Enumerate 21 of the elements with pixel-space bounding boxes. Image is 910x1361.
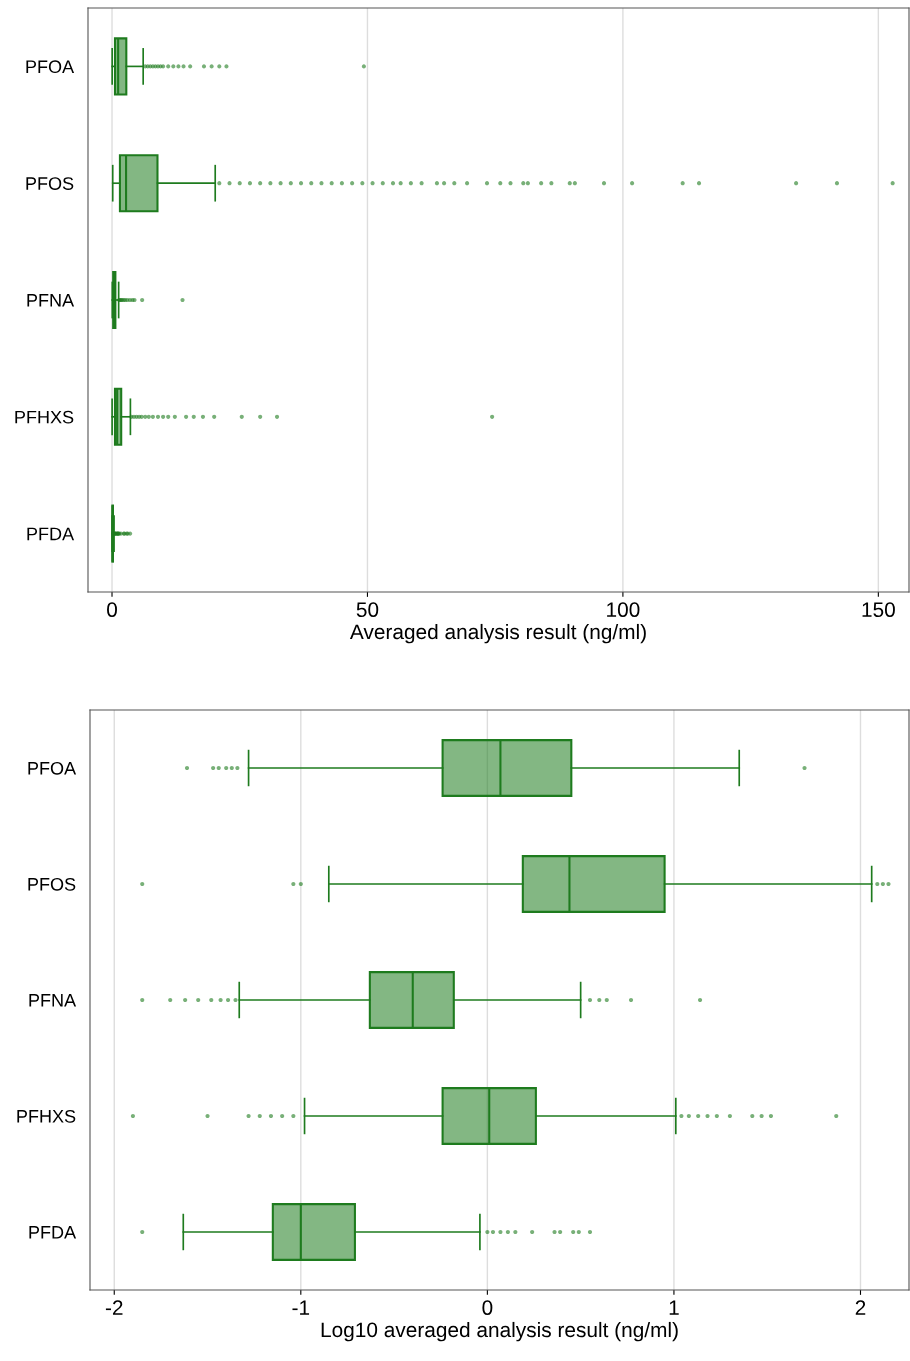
x-tick-label: 150 (862, 602, 895, 618)
y-tick-label: PFOA (28, 761, 77, 775)
x-tick-label: 0 (107, 602, 117, 618)
y-tick-label: PFNA (29, 994, 77, 1007)
x-tick-label: -2 (105, 1300, 123, 1315)
x-tick-label: 2 (855, 1300, 866, 1315)
y-tick-label: PFOS (28, 877, 76, 891)
y-tick-label: PFHXS (15, 410, 74, 424)
x-tick-label: 0 (482, 1300, 493, 1316)
y-tick-label: PFDA (29, 1226, 77, 1239)
x-tick-label: 1 (669, 1300, 679, 1315)
x-tick-label: 50 (356, 602, 379, 618)
x-axis-title: Averaged analysis result (ng/ml) (349, 623, 646, 644)
y-tick-label: PFHXS (17, 1109, 76, 1123)
x-tick-label: -1 (292, 1300, 310, 1315)
y-tick-label: PFOS (26, 177, 74, 190)
y-tick-label: PFNA (27, 294, 75, 307)
y-tick-label: PFDA (27, 527, 75, 541)
x-tick-label: 100 (607, 602, 640, 618)
x-axis-title: Log10 averaged analysis result (ng/ml) (321, 1321, 678, 1342)
y-tick-label: PFOA (26, 60, 75, 74)
